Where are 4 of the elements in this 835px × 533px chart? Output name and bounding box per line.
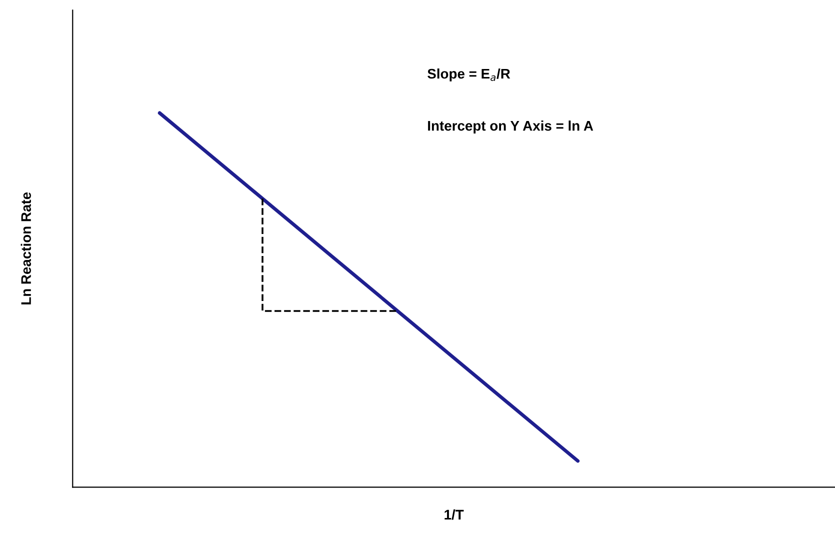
annotation: Intercept on Y Axis = ln A [428, 120, 594, 134]
text: Slope = E$_{a}$/R [428, 68, 510, 82]
x-axis-title: 1/T [444, 509, 464, 520]
y-axis-title: Ln Reaction Rate [20, 192, 32, 304]
